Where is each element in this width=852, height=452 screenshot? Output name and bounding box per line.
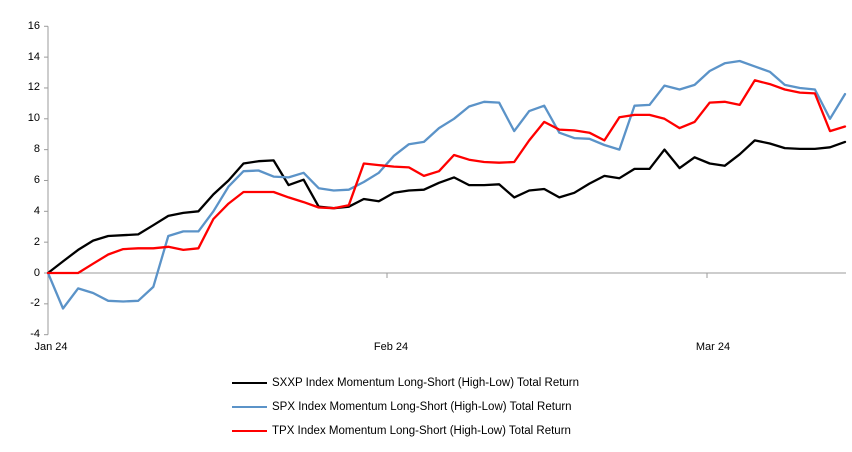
legend-item-sxxp: SXXP Index Momentum Long-Short (High-Low… xyxy=(232,371,579,395)
y-tick-label: 12 xyxy=(27,81,40,94)
y-tick-label: 2 xyxy=(33,235,40,248)
legend-label-tpx: TPX Index Momentum Long-Short (High-Low)… xyxy=(272,425,571,437)
series-line-sxxp xyxy=(46,139,847,275)
legend-item-spx: SPX Index Momentum Long-Short (High-Low)… xyxy=(232,395,579,419)
x-tick-label: Feb 24 xyxy=(373,341,409,353)
legend-line-swatch-sxxp xyxy=(232,382,267,384)
x-tick-label: Jan 24 xyxy=(34,341,68,353)
y-tick-label: 10 xyxy=(27,112,40,125)
y-tick-label: 6 xyxy=(33,173,40,186)
y-tick-label: 8 xyxy=(33,143,40,156)
x-tick-label: Mar 24 xyxy=(695,341,731,353)
y-tick-label: 14 xyxy=(27,50,40,63)
series-line-spx xyxy=(46,59,847,310)
y-tick-label: 0 xyxy=(33,266,40,279)
series-line-tpx xyxy=(46,79,847,275)
chart-legend: SXXP Index Momentum Long-Short (High-Low… xyxy=(232,371,579,443)
y-tick-label: -2 xyxy=(30,297,40,310)
legend-item-tpx: TPX Index Momentum Long-Short (High-Low)… xyxy=(232,419,579,443)
y-tick-label: -4 xyxy=(30,328,40,341)
legend-line-swatch-tpx xyxy=(232,430,267,432)
y-tick-label: 16 xyxy=(27,19,40,32)
legend-label-spx: SPX Index Momentum Long-Short (High-Low)… xyxy=(272,401,572,413)
legend-line-swatch-spx xyxy=(232,406,267,408)
y-tick-label: 4 xyxy=(33,204,40,217)
legend-label-sxxp: SXXP Index Momentum Long-Short (High-Low… xyxy=(272,377,580,389)
